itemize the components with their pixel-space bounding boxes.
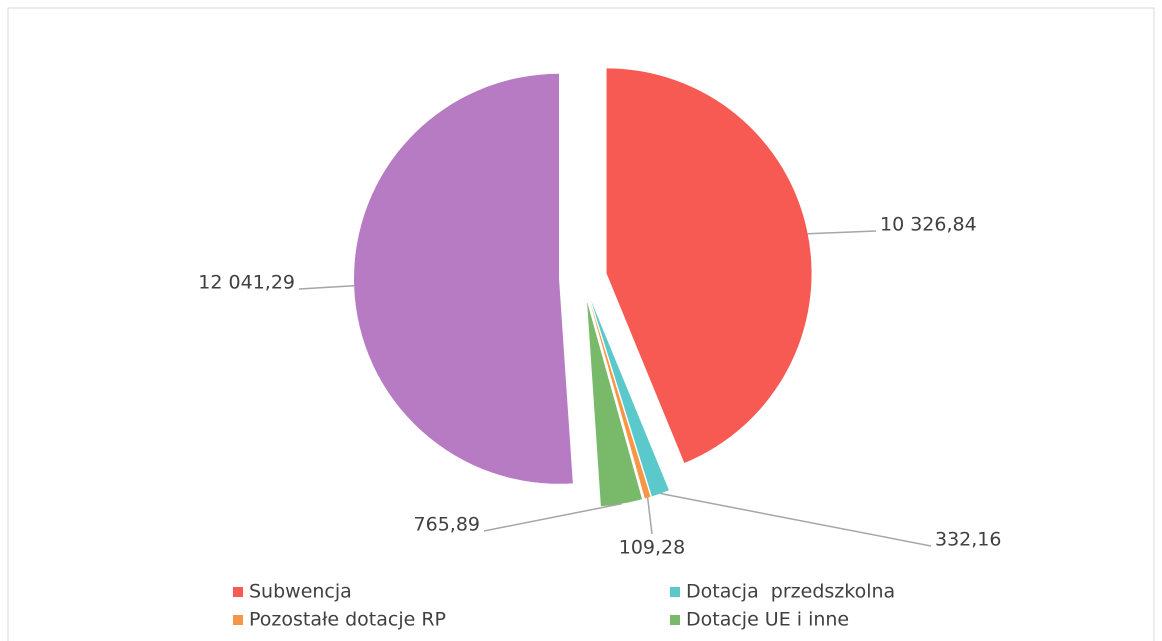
chart-frame — [7, 7, 1155, 641]
legend-label: Dotacje UE i inne — [686, 609, 849, 631]
data-label: 332,16 — [935, 529, 1001, 551]
legend-swatch — [233, 587, 243, 597]
pie-slice — [606, 68, 812, 464]
legend-swatch — [670, 587, 680, 597]
data-label: 765,89 — [414, 514, 480, 536]
pie-slice — [354, 73, 573, 484]
pie-slice — [587, 301, 643, 507]
leader-line — [660, 492, 932, 547]
pie-slice — [591, 300, 669, 497]
legend-label: Dotacja przedszkolna — [686, 581, 895, 603]
leader-line — [298, 284, 355, 290]
leader-line — [646, 497, 653, 535]
data-label: 109,28 — [619, 537, 685, 559]
pie-slice — [589, 301, 651, 499]
legend-swatch — [233, 615, 243, 625]
data-label: 10 326,84 — [880, 214, 977, 236]
leader-line — [807, 230, 877, 235]
legend-label: Subwencja — [249, 581, 352, 603]
legend-label: Pozostałe dotacje RP — [249, 609, 446, 631]
data-label: 12 041,29 — [198, 272, 295, 294]
leader-line — [483, 502, 622, 532]
legend-swatch — [670, 615, 680, 625]
